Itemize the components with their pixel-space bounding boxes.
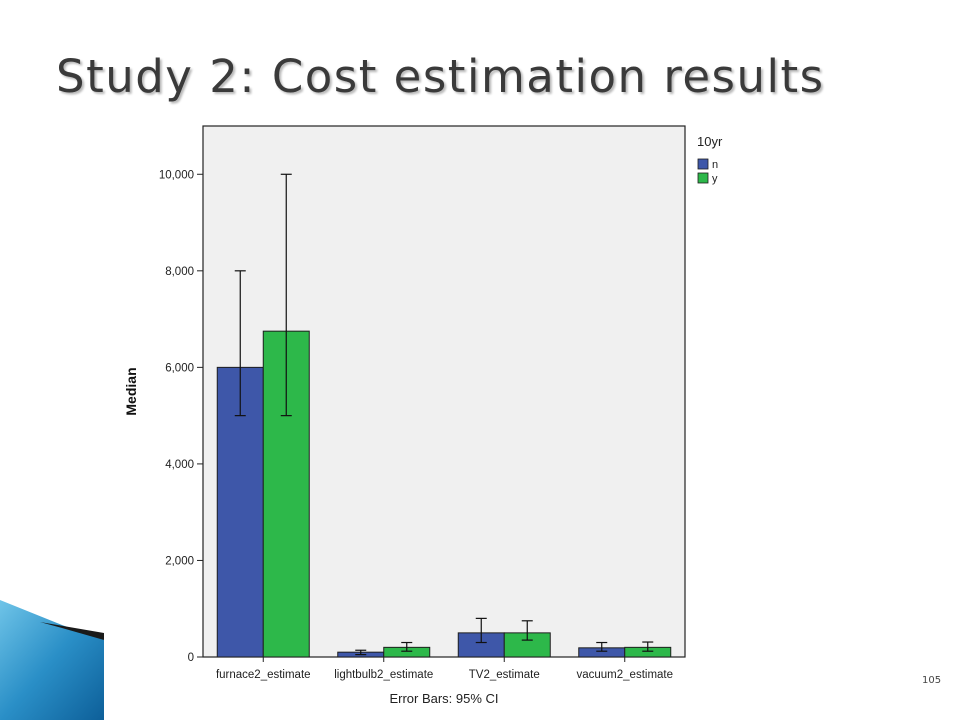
legend-swatch-y xyxy=(697,172,709,184)
legend-title: 10yr xyxy=(697,134,723,149)
corner-arrow-dark-edge xyxy=(40,622,104,640)
x-axis-caption: Error Bars: 95% CI xyxy=(389,691,498,706)
x-category-label: TV2_estimate xyxy=(469,669,540,681)
legend-label-y: y xyxy=(712,173,718,185)
y-tick-label: 2,000 xyxy=(165,555,194,567)
y-tick-label: 10,000 xyxy=(159,169,194,181)
y-tick-label: 4,000 xyxy=(165,459,194,471)
x-category-label: lightbulb2_estimate xyxy=(334,669,433,681)
y-tick-label: 6,000 xyxy=(165,362,194,374)
x-category-label: furnace2_estimate xyxy=(216,669,311,681)
legend-label-n: n xyxy=(712,159,718,171)
legend-swatch-n xyxy=(697,158,709,170)
y-tick-label: 0 xyxy=(188,652,194,664)
bar-n-furnace2_estimate xyxy=(216,366,264,658)
corner-arrow-shape xyxy=(0,600,104,720)
slide-number: 105 xyxy=(922,675,942,686)
y-axis-label: Median xyxy=(123,367,139,415)
y-tick-label: 8,000 xyxy=(165,266,194,278)
slide-title: Study 2: Cost estimation results xyxy=(56,50,825,103)
x-category-label: vacuum2_estimate xyxy=(576,669,673,681)
